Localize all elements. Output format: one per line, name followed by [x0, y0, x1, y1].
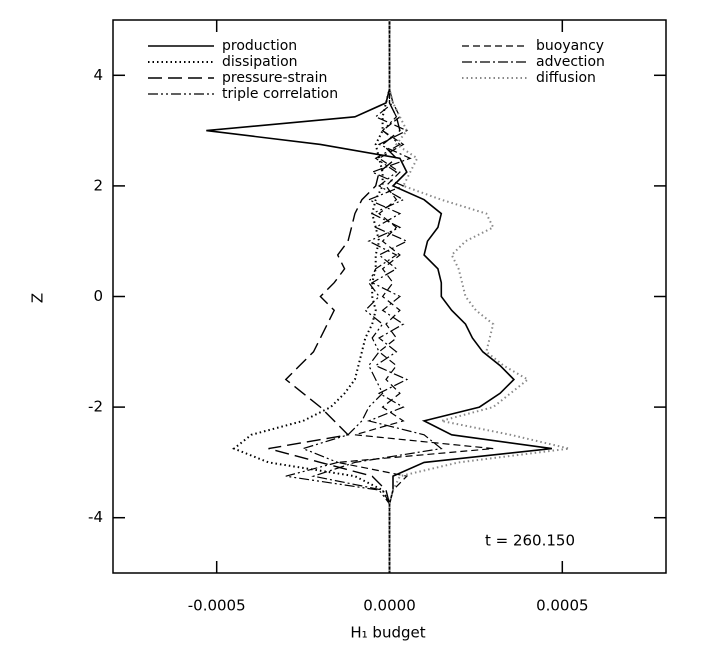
y-tick-label: 0	[93, 287, 103, 305]
legend-label: pressure-strain	[222, 70, 327, 86]
profile-line	[232, 20, 391, 573]
x-tick-label: 0.0000	[363, 597, 416, 615]
legend-label: advection	[536, 54, 605, 70]
profile-line	[206, 20, 553, 573]
y-axis-label: Z	[29, 293, 47, 303]
y-tick-label: 4	[93, 66, 103, 84]
profile-line	[337, 20, 494, 573]
x-tick-label: -0.0005	[188, 597, 246, 615]
profile-line	[311, 20, 443, 573]
x-tick-label: 0.0005	[536, 597, 589, 615]
profile-line	[388, 20, 570, 573]
y-tick-label: -4	[88, 508, 103, 526]
legend-label: triple correlation	[222, 86, 338, 102]
x-axis-label: H₁ budget	[350, 624, 425, 642]
legend-label: buoyancy	[536, 38, 604, 54]
legend-label: diffusion	[536, 70, 596, 86]
y-tick-label: -2	[88, 398, 103, 416]
legend-label: production	[222, 38, 297, 54]
legend-label: dissipation	[222, 54, 298, 70]
y-tick-label: 2	[93, 176, 103, 194]
annotation: t = 260.150	[485, 532, 575, 550]
profile-line	[268, 20, 401, 573]
